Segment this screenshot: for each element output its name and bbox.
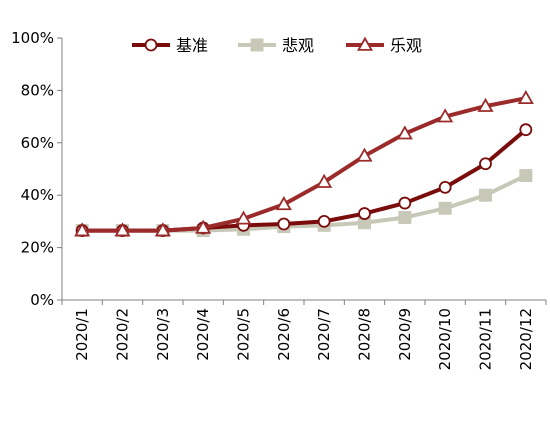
chart-series xyxy=(74,89,534,238)
data-point xyxy=(154,222,171,237)
series-triangle xyxy=(74,89,534,237)
x-tick-label: 2020/1 xyxy=(73,308,91,361)
data-point xyxy=(317,214,331,228)
data-point xyxy=(356,147,373,162)
legend-label: 悲观 xyxy=(282,36,314,55)
data-point xyxy=(438,201,452,215)
series-line xyxy=(82,128,528,233)
data-point xyxy=(519,169,533,183)
x-tick-label: 2020/6 xyxy=(275,308,293,361)
x-tick-label: 2020/4 xyxy=(194,308,212,361)
x-tick-label: 2020/12 xyxy=(517,308,535,370)
y-tick-label: 40% xyxy=(21,186,54,204)
legend-label: 乐观 xyxy=(390,36,422,55)
series-circle xyxy=(75,123,533,237)
chart-legend: 基准 悲观 乐观 xyxy=(132,36,422,55)
data-point xyxy=(396,125,413,140)
data-point xyxy=(519,123,533,137)
legend-item: 悲观 xyxy=(238,36,314,55)
data-point xyxy=(398,196,412,210)
x-tick-label: 2020/3 xyxy=(154,308,172,361)
x-axis-ticks: 2020/1 2020/2 2020/3 2020/4 2020/5 2020/6 2020… xyxy=(61,300,547,370)
x-tick-label: 2020/11 xyxy=(477,308,495,370)
x-tick-label: 2020/10 xyxy=(436,308,454,370)
data-point xyxy=(144,38,158,52)
data-point xyxy=(438,180,452,194)
data-point xyxy=(74,222,91,237)
data-point xyxy=(114,222,131,237)
data-point xyxy=(235,210,252,225)
x-tick-label: 2020/5 xyxy=(235,308,253,361)
data-point xyxy=(398,210,412,224)
data-point xyxy=(437,108,454,123)
x-tick-label: 2020/9 xyxy=(396,308,414,361)
data-point xyxy=(356,36,374,51)
legend-item: 乐观 xyxy=(346,36,422,55)
data-point xyxy=(250,38,264,52)
y-tick-label: 100% xyxy=(11,29,54,47)
x-tick-label: 2020/2 xyxy=(114,308,132,361)
y-tick-label: 20% xyxy=(21,239,54,257)
data-point xyxy=(275,196,292,211)
data-point xyxy=(358,207,371,220)
data-point xyxy=(479,157,492,171)
x-tick-label: 2020/8 xyxy=(356,308,374,361)
data-point xyxy=(477,97,494,112)
legend-label: 基准 xyxy=(176,36,208,55)
data-point xyxy=(316,173,333,188)
data-point xyxy=(195,219,212,234)
legend-item: 基准 xyxy=(132,36,208,55)
data-point xyxy=(479,188,492,202)
y-axis-ticks: 0% 20% 40% 60% 80% 100% xyxy=(11,29,62,309)
y-tick-label: 60% xyxy=(21,134,54,152)
data-point xyxy=(517,89,534,105)
y-tick-label: 0% xyxy=(30,291,54,309)
x-tick-label: 2020/7 xyxy=(315,308,333,361)
series-square xyxy=(75,169,533,238)
y-tick-label: 80% xyxy=(21,81,54,99)
series-line xyxy=(82,96,527,233)
data-point xyxy=(277,217,291,231)
